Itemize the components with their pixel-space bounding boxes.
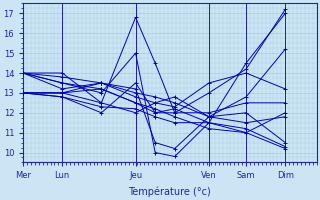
X-axis label: Température (°c): Température (°c) [128, 186, 211, 197]
